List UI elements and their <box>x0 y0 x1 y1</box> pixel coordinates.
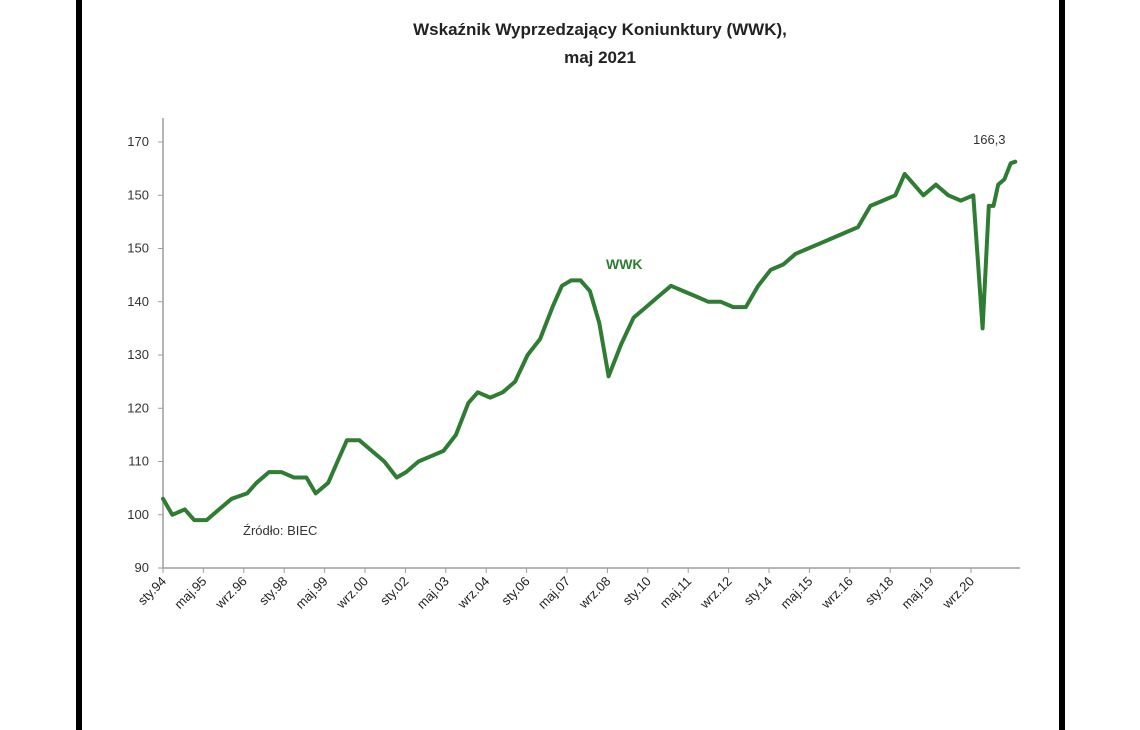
x-tick-label: wrz.08 <box>575 574 613 612</box>
y-axis-ticks: 90 100 110 120 130 140 150 150 170 <box>127 134 163 575</box>
x-tick-label: sty.18 <box>862 574 896 608</box>
x-tick-label: maj.99 <box>293 574 331 612</box>
y-tick-label: 140 <box>127 294 149 309</box>
y-tick-label: 150 <box>127 187 149 202</box>
x-tick-label: wrz.16 <box>818 574 856 612</box>
source-note: Źródło: BIEC <box>243 523 317 538</box>
chart-subtitle: maj 2021 <box>564 48 636 67</box>
x-tick-label: wrz.12 <box>696 574 734 612</box>
frame-left-border <box>76 0 82 730</box>
x-tick-label: sty.02 <box>377 574 411 608</box>
series-label-wwk: WWK <box>606 256 643 272</box>
y-tick-label: 120 <box>127 400 149 415</box>
x-tick-label: sty.98 <box>256 574 290 608</box>
x-tick-label: wrz.96 <box>212 574 250 612</box>
y-tick-label: 130 <box>127 347 149 362</box>
x-tick-label: maj.15 <box>777 574 815 612</box>
series-line-wwk <box>161 159 1018 523</box>
y-tick-label: 170 <box>127 134 149 149</box>
x-tick-label: sty.94 <box>135 574 169 608</box>
x-tick-label: maj.19 <box>899 574 937 612</box>
x-tick-label: maj.11 <box>657 574 695 612</box>
x-tick-label: maj.03 <box>414 574 452 612</box>
x-axis-ticks: sty.94 maj.95 wrz.96 sty.98 maj.99 wrz.00 sty.… <box>135 568 977 612</box>
y-tick-label: 90 <box>135 560 149 575</box>
last-value-label: 166,3 <box>973 132 1006 147</box>
x-tick-label: sty.06 <box>498 574 532 608</box>
x-tick-label: sty.10 <box>619 574 653 608</box>
x-tick-label: wrz.20 <box>939 574 977 612</box>
y-tick-label: 100 <box>127 507 149 522</box>
x-tick-label: maj.07 <box>535 574 573 612</box>
y-tick-label: 110 <box>128 454 149 469</box>
x-tick-label: sty.14 <box>741 574 775 608</box>
axes <box>162 118 1020 569</box>
x-tick-label: wrz.04 <box>454 574 492 612</box>
frame-right-border <box>1059 0 1065 730</box>
y-tick-label: 150 <box>127 241 149 256</box>
x-tick-label: wrz.00 <box>333 574 371 612</box>
x-tick-label: maj.95 <box>171 574 209 612</box>
chart-title: Wskaźnik Wyprzedzający Koniunktury (WWK)… <box>413 20 787 39</box>
